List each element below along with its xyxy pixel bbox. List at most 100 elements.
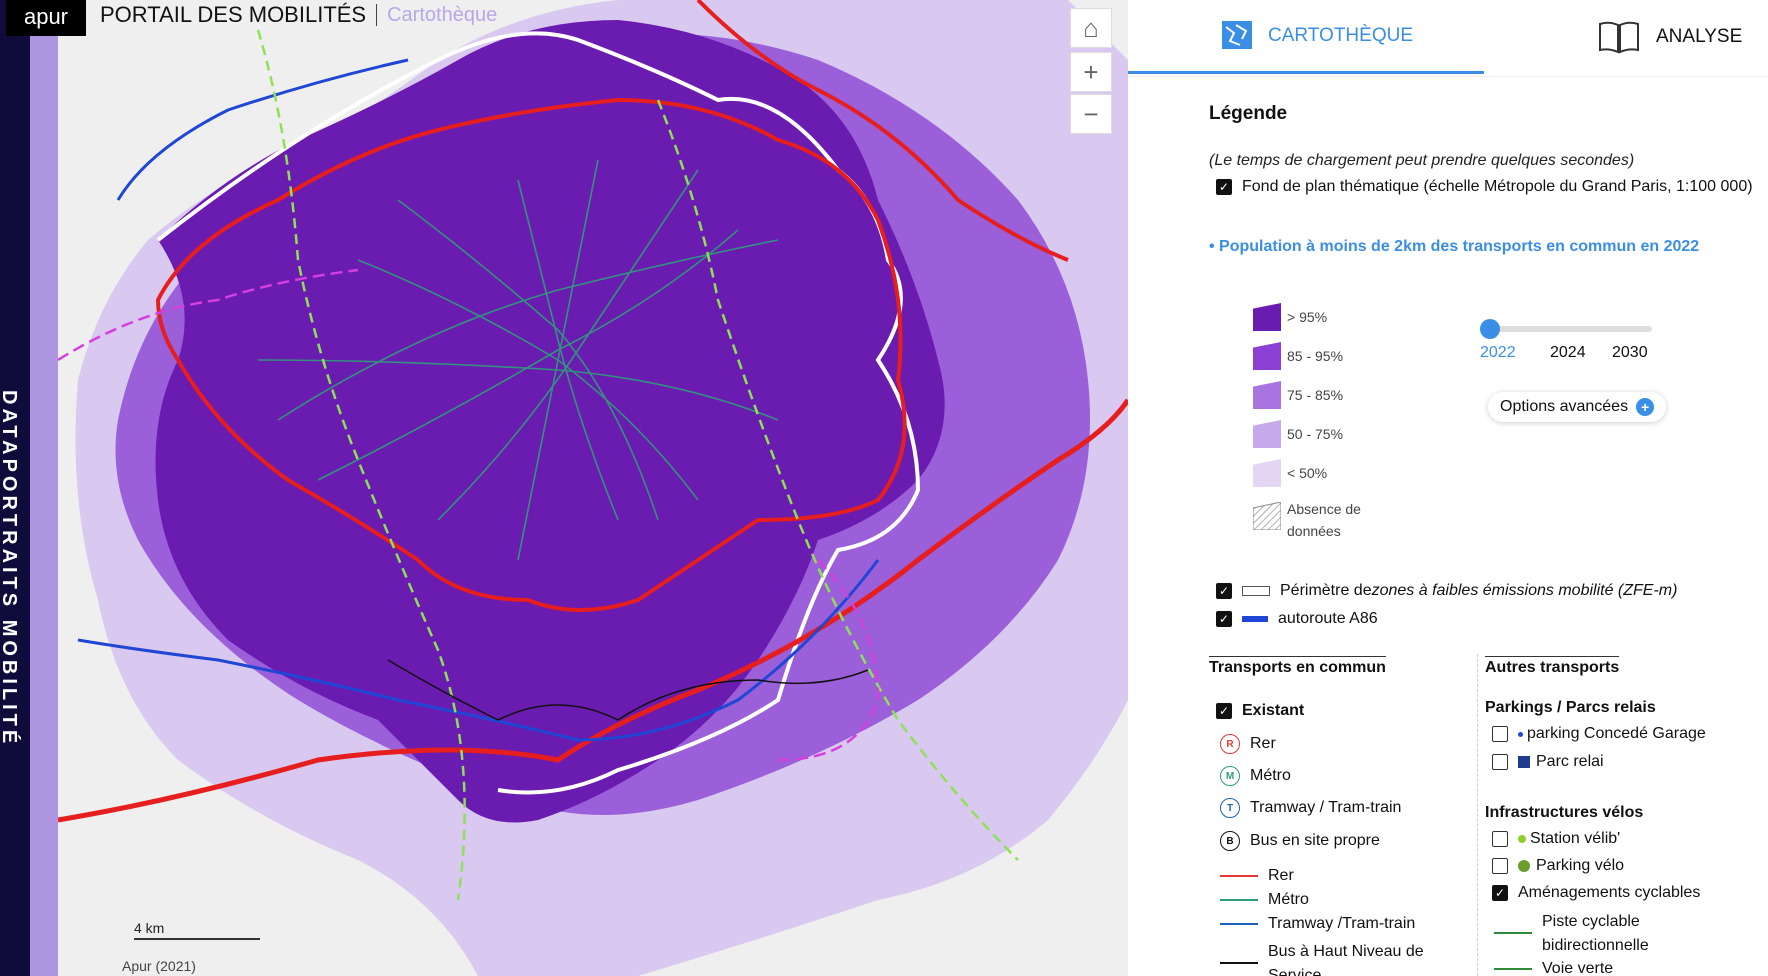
transport-line-row: Rer (1220, 867, 1294, 885)
voie-verte-label: Voie verte (1542, 960, 1614, 976)
year-slider-track[interactable] (1488, 326, 1652, 332)
class-item: Absence de données (1253, 498, 1377, 542)
apur-logo[interactable]: apur (6, 0, 86, 36)
class-item: < 50% (1253, 459, 1327, 487)
map-attribution: Apur (2021) (122, 958, 196, 974)
layer-title[interactable]: • Population à moins de 2km des transpor… (1209, 238, 1700, 255)
class-label: 75 - 85% (1287, 387, 1344, 403)
parkings-heading: Parkings / Parcs relais (1485, 699, 1656, 716)
legend-title: Légende (1209, 103, 1288, 124)
parking-velo-label: Parking vélo (1536, 857, 1625, 874)
parking-garage-label: parking Concedé Garage (1527, 725, 1706, 742)
voie-verte-row: Voie verte (1494, 960, 1613, 976)
transport-icon-row: M Métro (1220, 766, 1291, 786)
class-swatch (1253, 420, 1281, 448)
parking-garage-checkbox[interactable] (1492, 726, 1508, 742)
class-item: > 95% (1253, 303, 1327, 331)
year-slider-thumb[interactable] (1480, 319, 1500, 339)
scale-label: 4 km (134, 920, 165, 936)
advanced-options-button[interactable]: Options avancées + (1488, 392, 1667, 422)
home-button[interactable]: ⌂ (1070, 8, 1112, 48)
year-label[interactable]: 2030 (1612, 344, 1648, 361)
loading-note: (Le temps de chargement peut prendre que… (1209, 152, 1635, 169)
year-label[interactable]: 2022 (1480, 344, 1516, 361)
transport-line-label: Rer (1268, 867, 1294, 884)
class-swatch (1253, 381, 1281, 409)
parc-relai-row: Parc relai (1492, 753, 1604, 771)
side-panel: CARTOTHÈQUE ANALYSE Légende (Le temps de… (1128, 0, 1768, 976)
column-divider (1477, 654, 1479, 976)
transport-icon-label: Métro (1250, 767, 1291, 784)
transports-heading: Transports en commun (1209, 656, 1386, 677)
velib-icon (1518, 835, 1526, 843)
hatch-swatch (1253, 502, 1281, 530)
plus-icon: + (1083, 56, 1099, 87)
zoom-in-button[interactable]: + (1070, 52, 1112, 92)
transport-icon-row: R Rer (1220, 734, 1276, 754)
tab-analyse[interactable]: ANALYSE (1598, 0, 1742, 74)
zoom-out-button[interactable]: − (1070, 94, 1112, 134)
class-swatch (1253, 342, 1281, 370)
transport-icon-label: Rer (1250, 735, 1276, 752)
tab-cartotheque-label: CARTOTHÈQUE (1268, 24, 1413, 46)
transport-line-label: Métro (1268, 891, 1309, 908)
zfe-label-em: zones à faibles émissions mobilité (ZFE-… (1371, 582, 1678, 599)
line-swatch (1220, 962, 1258, 964)
transport-line-row: Métro (1220, 891, 1309, 909)
class-item: 85 - 95% (1253, 342, 1343, 370)
tabs: CARTOTHÈQUE ANALYSE (1128, 0, 1768, 77)
station-velib-checkbox[interactable] (1492, 831, 1508, 847)
title-separator (376, 4, 378, 26)
line-swatch (1220, 875, 1258, 877)
map-controls: ⌂ + − (1070, 8, 1112, 134)
existant-label: Existant (1242, 702, 1305, 719)
parking-velo-icon (1518, 860, 1530, 872)
amenagements-label: Aménagements cyclables (1518, 884, 1701, 901)
map-canvas (58, 0, 1128, 976)
zfe-checkbox[interactable]: ✓ (1216, 583, 1232, 599)
basemap-checkbox[interactable]: ✓ (1216, 179, 1232, 195)
portal-title: PORTAIL DES MOBILITÉS (100, 2, 367, 27)
piste-label: Piste cyclable bidirectionnelle (1542, 913, 1649, 954)
zfe-label-pre: Périmètre de (1280, 582, 1372, 599)
line-swatch (1220, 899, 1258, 901)
class-swatch (1253, 459, 1281, 487)
line-swatch (1220, 923, 1258, 925)
minus-icon: − (1083, 98, 1099, 129)
class-label: Absence de données (1287, 501, 1361, 539)
autres-heading: Autres transports (1485, 656, 1620, 677)
parking-velo-checkbox[interactable] (1492, 858, 1508, 874)
side-band (0, 0, 30, 976)
zfe-row: ✓ Périmètre de zones à faibles émissions… (1216, 582, 1677, 600)
zfe-swatch (1242, 586, 1270, 596)
tram-icon: T (1220, 798, 1240, 818)
year-label[interactable]: 2024 (1550, 344, 1586, 361)
scale-bar (134, 938, 260, 940)
parc-relai-checkbox[interactable] (1492, 754, 1508, 770)
class-label: 85 - 95% (1287, 348, 1344, 364)
home-icon: ⌂ (1083, 12, 1099, 43)
piste-row: Piste cyclable bidirectionnelle (1494, 910, 1692, 958)
a86-label: autoroute A86 (1278, 610, 1378, 627)
transport-line-label: Bus à Haut Niveau de Service (1268, 943, 1424, 976)
transport-icon-label: Bus en site propre (1250, 832, 1380, 849)
parc-relai-label: Parc relai (1536, 753, 1604, 770)
existant-checkbox[interactable]: ✓ (1216, 703, 1232, 719)
a86-checkbox[interactable]: ✓ (1216, 611, 1232, 627)
tab-cartotheque[interactable]: CARTOTHÈQUE (1128, 0, 1484, 74)
existant-row: ✓ Existant (1216, 702, 1304, 720)
velo-heading: Infrastructures vélos (1485, 804, 1644, 821)
class-label: < 50% (1287, 465, 1328, 481)
advanced-options-label: Options avancées (1500, 398, 1629, 415)
portal-subtitle: Cartothèque (387, 3, 498, 26)
transport-icon-row: T Tramway / Tram-train (1220, 798, 1401, 818)
class-item: 50 - 75% (1253, 420, 1343, 448)
bus-icon: B (1220, 831, 1240, 851)
map-book-icon (1222, 21, 1252, 49)
transport-line-row: Tramway /Tram-train (1220, 915, 1415, 933)
amenagements-checkbox[interactable]: ✓ (1492, 885, 1508, 901)
class-label: > 95% (1287, 309, 1328, 325)
map[interactable]: 4 km Apur (2021) (58, 0, 1128, 976)
a86-row: ✓ autoroute A86 (1216, 610, 1378, 628)
side-title: DATAPORTRAITS MOBILITÉ (0, 390, 20, 748)
